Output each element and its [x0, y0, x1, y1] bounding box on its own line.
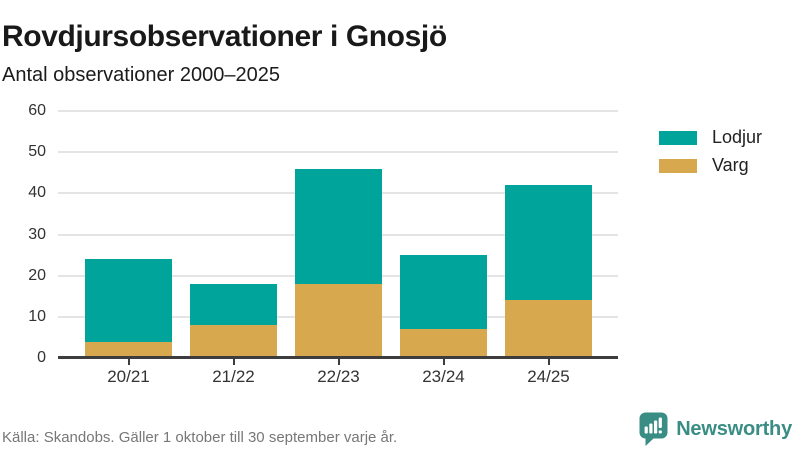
legend-swatch-lodjur	[659, 130, 697, 145]
y-axis-label-40: 40	[28, 184, 46, 202]
gridline-50	[58, 151, 618, 154]
y-axis-label-60: 60	[28, 102, 46, 119]
legend-label-varg: Varg	[712, 155, 749, 175]
x-axis-label-20-21: 20/21	[107, 367, 150, 386]
x-axis-tick-20-21	[127, 359, 130, 365]
y-axis-label-0: 0	[37, 349, 46, 366]
legend-swatch-varg	[659, 158, 697, 173]
x-axis-tick-21-22	[232, 359, 235, 365]
bar-segment-lodjur-23-24	[400, 255, 487, 330]
x-axis-tick-23-24	[442, 359, 445, 365]
bar-segment-lodjur-24-25	[505, 185, 592, 301]
y-axis-label-20: 20	[28, 266, 46, 284]
x-axis-label-22-23: 22/23	[317, 367, 360, 386]
newsworthy-wordmark: Newsworthy	[676, 418, 792, 440]
newsworthy-icon	[639, 412, 668, 446]
y-axis-label-30: 30	[28, 225, 46, 243]
legend-item-lodjur: Lodjur	[659, 127, 763, 147]
x-axis-tick-22-23	[337, 359, 340, 365]
gridline-60	[58, 110, 618, 112]
x-axis-line	[58, 356, 618, 359]
source-note: Källa: Skandobs. Gäller 1 oktober till 3…	[2, 429, 398, 446]
y-axis-label-50: 50	[28, 143, 46, 161]
y-axis-label-10: 10	[28, 307, 46, 325]
x-axis-label-21-22: 21/22	[212, 367, 255, 386]
newsworthy-logo[interactable]: Newsworthy	[639, 412, 792, 447]
bar-segment-varg-24-25	[505, 300, 592, 358]
bar-segment-lodjur-20-21	[85, 259, 172, 342]
x-axis-tick-24-25	[547, 359, 550, 365]
legend-label-lodjur: Lodjur	[712, 127, 763, 147]
chart-title: Rovdjursobservationer i Gnosjö	[2, 20, 447, 54]
bar-segment-lodjur-22-23	[295, 168, 382, 284]
bar-segment-varg-20-21	[85, 341, 172, 358]
bar-segment-varg-21-22	[190, 325, 277, 358]
bar-segment-varg-22-23	[295, 283, 382, 358]
legend: Lodjur Varg	[659, 127, 763, 175]
x-axis-label-23-24: 23/24	[422, 367, 465, 386]
legend-item-varg: Varg	[659, 155, 762, 175]
bar-segment-lodjur-21-22	[190, 283, 277, 326]
chart-subtitle: Antal observationer 2000–2025	[2, 64, 280, 86]
bar-segment-varg-23-24	[400, 329, 487, 358]
x-axis-label-24-25: 24/25	[527, 367, 570, 386]
